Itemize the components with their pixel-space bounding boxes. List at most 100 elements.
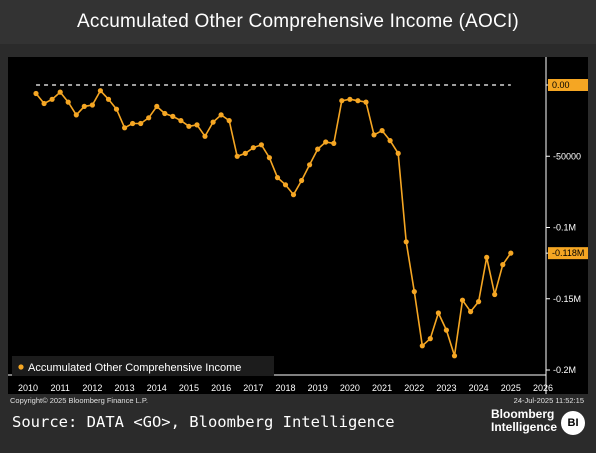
data-point bbox=[290, 192, 297, 198]
timestamp-text: 24-Jul-2025 11:52:15 bbox=[513, 396, 584, 405]
x-tick-label: 2026 bbox=[533, 383, 553, 393]
data-point bbox=[443, 327, 449, 333]
data-point bbox=[97, 88, 103, 94]
data-point bbox=[419, 343, 425, 349]
y-tick-label: 0.00 bbox=[552, 80, 570, 90]
x-tick-label: 2025 bbox=[501, 383, 521, 393]
data-point bbox=[371, 132, 377, 138]
data-point bbox=[258, 142, 264, 148]
data-point bbox=[49, 96, 55, 102]
data-point bbox=[170, 113, 176, 119]
data-point bbox=[89, 102, 95, 108]
legend-label: Accumulated Other Comprehensive Income bbox=[28, 362, 241, 374]
data-point bbox=[379, 128, 385, 134]
data-point bbox=[492, 291, 498, 298]
data-point bbox=[250, 145, 256, 151]
x-tick-label: 2018 bbox=[275, 383, 295, 393]
x-tick-label: 2024 bbox=[469, 383, 489, 393]
data-point bbox=[113, 106, 120, 112]
x-tick-label: 2017 bbox=[243, 383, 263, 393]
legend-box bbox=[12, 356, 274, 376]
data-point bbox=[105, 96, 112, 102]
x-tick-label: 2015 bbox=[179, 383, 199, 393]
source-text: Source: DATA <GO>, Bloomberg Intelligenc… bbox=[12, 413, 395, 431]
x-tick-label: 2014 bbox=[147, 383, 167, 393]
legend: Accumulated Other Comprehensive Income bbox=[12, 356, 274, 376]
data-point bbox=[65, 99, 71, 105]
data-point bbox=[202, 133, 208, 139]
aoci-line-chart: 0.00 -50000 -0.1M -0.118M -0.15M -0.2M Accumul… bbox=[8, 57, 588, 394]
data-point bbox=[81, 103, 87, 109]
page-title: Accumulated Other Comprehensive Income (… bbox=[77, 11, 519, 32]
data-point bbox=[476, 299, 482, 305]
y-tick-label: -0.118M bbox=[552, 248, 584, 258]
data-point bbox=[33, 90, 39, 97]
x-tick-label: 2020 bbox=[340, 383, 360, 393]
data-point bbox=[459, 297, 466, 303]
y-tick-highlight bbox=[548, 247, 588, 260]
data-point bbox=[242, 150, 248, 156]
data-point bbox=[73, 112, 79, 118]
x-tick-label: 2010 bbox=[18, 383, 38, 393]
chart-frame: 0.00 -50000 -0.1M -0.118M -0.15M -0.2M Accumul… bbox=[8, 57, 588, 394]
y-tick-label: -50000 bbox=[553, 151, 581, 161]
data-point bbox=[331, 140, 337, 146]
data-point bbox=[178, 118, 184, 124]
data-point bbox=[122, 125, 128, 131]
data-point bbox=[363, 99, 369, 105]
data-point bbox=[57, 89, 63, 95]
brand-line-2: Intelligence bbox=[491, 420, 558, 434]
data-point bbox=[266, 155, 272, 161]
copyright-text: Copyright© 2025 Bloomberg Finance L.P. bbox=[10, 396, 148, 405]
data-point bbox=[186, 123, 192, 129]
y-tick-label: -0.2M bbox=[553, 365, 576, 375]
data-point bbox=[307, 162, 313, 168]
data-point bbox=[234, 153, 240, 159]
data-point bbox=[194, 122, 200, 128]
x-tick-label: 2021 bbox=[372, 383, 392, 393]
data-point bbox=[387, 138, 393, 144]
data-point bbox=[508, 250, 514, 256]
data-point bbox=[451, 353, 458, 359]
data-point bbox=[154, 103, 160, 109]
x-axis-labels: 2010 2011 2012 2013 2014 2015 2016 2017 2018 2019… bbox=[18, 383, 553, 393]
x-tick-label: 2012 bbox=[82, 383, 102, 393]
data-point bbox=[299, 177, 305, 184]
data-point bbox=[347, 96, 353, 102]
x-tick-label: 2013 bbox=[115, 383, 135, 393]
data-point bbox=[339, 98, 345, 104]
data-point bbox=[435, 310, 441, 316]
data-point bbox=[218, 112, 224, 118]
data-point bbox=[146, 115, 152, 121]
data-point bbox=[403, 239, 409, 245]
x-tick-label: 2023 bbox=[436, 383, 456, 393]
data-point bbox=[315, 146, 321, 152]
y-tick-highlight bbox=[548, 79, 588, 91]
bloomberg-intelligence-logo: Bloomberg Intelligence bbox=[491, 408, 561, 434]
data-point bbox=[468, 309, 474, 315]
y-tick-label: -0.1M bbox=[553, 223, 576, 233]
data-point bbox=[41, 100, 47, 107]
data-point bbox=[138, 120, 144, 127]
data-point bbox=[500, 262, 506, 268]
x-tick-label: 2016 bbox=[211, 383, 231, 393]
x-tick-label: 2011 bbox=[51, 383, 70, 393]
data-point bbox=[395, 150, 401, 156]
data-point bbox=[162, 110, 168, 117]
data-point bbox=[323, 139, 329, 145]
data-point bbox=[484, 254, 490, 260]
title-bar: Accumulated Other Comprehensive Income (… bbox=[0, 0, 596, 44]
data-point bbox=[411, 289, 417, 295]
data-point bbox=[210, 119, 216, 125]
bi-badge-icon: BI bbox=[561, 411, 585, 435]
data-point bbox=[427, 336, 433, 342]
series-line-aoci bbox=[35, 89, 512, 357]
legend-marker bbox=[18, 364, 24, 370]
data-point bbox=[282, 182, 289, 188]
data-point bbox=[274, 175, 281, 181]
data-point bbox=[226, 118, 232, 124]
x-tick-label: 2022 bbox=[404, 383, 424, 393]
x-tick-label: 2019 bbox=[308, 383, 328, 393]
y-tick-label: -0.15M bbox=[553, 294, 581, 304]
brand-line-1: Bloomberg bbox=[491, 407, 555, 421]
